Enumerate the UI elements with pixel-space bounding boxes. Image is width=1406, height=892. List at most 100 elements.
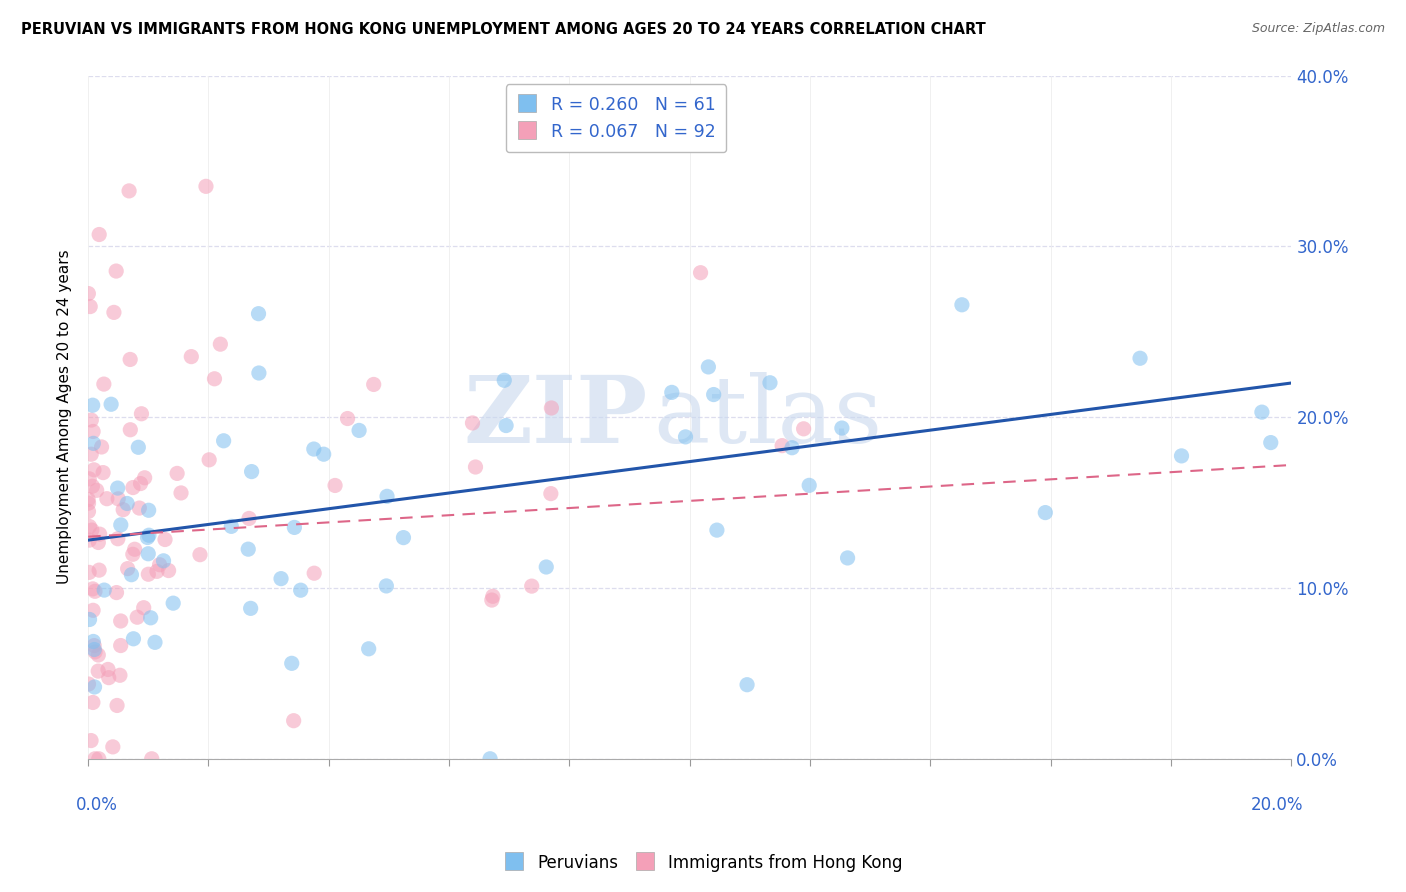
Point bbox=[79, 300, 101, 314]
Point bbox=[124, 542, 146, 557]
Point bbox=[83, 639, 105, 653]
Point bbox=[494, 373, 516, 387]
Point bbox=[357, 641, 380, 656]
Point bbox=[136, 547, 159, 561]
Point bbox=[82, 436, 104, 450]
Point bbox=[105, 585, 128, 599]
Point bbox=[115, 496, 138, 510]
Point bbox=[101, 739, 124, 754]
Point bbox=[87, 752, 110, 766]
Point bbox=[79, 519, 101, 533]
Point bbox=[280, 657, 302, 671]
Point bbox=[80, 523, 103, 537]
Point bbox=[82, 582, 104, 596]
Point bbox=[1170, 449, 1192, 463]
Point bbox=[107, 532, 129, 546]
Point bbox=[108, 668, 131, 682]
Point bbox=[139, 611, 162, 625]
Point bbox=[247, 366, 270, 380]
Point bbox=[77, 566, 100, 580]
Point bbox=[131, 407, 153, 421]
Point bbox=[120, 567, 142, 582]
Point bbox=[1129, 351, 1152, 366]
Point bbox=[83, 680, 105, 694]
Point bbox=[536, 560, 558, 574]
Point bbox=[1260, 435, 1282, 450]
Point bbox=[162, 596, 184, 610]
Point bbox=[89, 527, 111, 541]
Point bbox=[89, 227, 111, 242]
Point bbox=[461, 416, 484, 430]
Point bbox=[464, 460, 486, 475]
Point bbox=[240, 465, 263, 479]
Text: Source: ZipAtlas.com: Source: ZipAtlas.com bbox=[1251, 22, 1385, 36]
Point bbox=[80, 733, 103, 747]
Point bbox=[93, 583, 115, 598]
Point bbox=[110, 614, 132, 628]
Point bbox=[122, 481, 145, 495]
Point bbox=[675, 430, 697, 444]
Point bbox=[950, 298, 973, 312]
Point bbox=[79, 533, 101, 548]
Point bbox=[209, 337, 232, 351]
Point bbox=[375, 579, 398, 593]
Point bbox=[540, 401, 562, 415]
Point bbox=[100, 397, 122, 411]
Point bbox=[238, 511, 260, 525]
Point bbox=[97, 671, 120, 685]
Point bbox=[91, 466, 114, 480]
Point bbox=[157, 564, 180, 578]
Point bbox=[82, 398, 104, 412]
Point bbox=[239, 601, 262, 615]
Point bbox=[247, 307, 270, 321]
Point bbox=[107, 491, 129, 506]
Point bbox=[302, 442, 325, 456]
Point bbox=[107, 481, 129, 495]
Point bbox=[375, 489, 398, 503]
Legend: Peruvians, Immigrants from Hong Kong: Peruvians, Immigrants from Hong Kong bbox=[496, 847, 910, 880]
Point bbox=[238, 542, 260, 557]
Point bbox=[129, 476, 152, 491]
Point bbox=[831, 421, 853, 435]
Point bbox=[689, 266, 711, 280]
Point bbox=[80, 447, 103, 461]
Point bbox=[735, 678, 758, 692]
Point bbox=[188, 548, 211, 562]
Point bbox=[77, 492, 100, 507]
Point bbox=[120, 352, 142, 367]
Point bbox=[134, 471, 156, 485]
Point bbox=[110, 517, 132, 532]
Point bbox=[128, 501, 150, 516]
Text: 0.0%: 0.0% bbox=[76, 797, 118, 814]
Point bbox=[120, 423, 142, 437]
Point bbox=[221, 519, 243, 533]
Point bbox=[77, 496, 100, 510]
Point bbox=[93, 377, 115, 392]
Point bbox=[127, 610, 149, 624]
Point bbox=[112, 502, 135, 516]
Point bbox=[312, 447, 335, 461]
Point bbox=[132, 600, 155, 615]
Point bbox=[77, 472, 100, 486]
Point bbox=[198, 452, 221, 467]
Point bbox=[1033, 506, 1056, 520]
Text: 20.0%: 20.0% bbox=[1251, 797, 1303, 814]
Point bbox=[793, 422, 815, 436]
Point bbox=[87, 563, 110, 577]
Point bbox=[84, 752, 107, 766]
Point bbox=[146, 565, 169, 579]
Point bbox=[770, 439, 793, 453]
Point bbox=[152, 554, 174, 568]
Point bbox=[363, 377, 385, 392]
Point bbox=[392, 531, 415, 545]
Point bbox=[283, 520, 305, 534]
Point bbox=[82, 696, 104, 710]
Point bbox=[118, 184, 141, 198]
Point bbox=[90, 440, 112, 454]
Point bbox=[495, 418, 517, 433]
Point bbox=[136, 531, 159, 545]
Point bbox=[110, 639, 132, 653]
Point bbox=[117, 561, 139, 575]
Y-axis label: Unemployment Among Ages 20 to 24 years: Unemployment Among Ages 20 to 24 years bbox=[58, 250, 72, 584]
Point bbox=[166, 467, 188, 481]
